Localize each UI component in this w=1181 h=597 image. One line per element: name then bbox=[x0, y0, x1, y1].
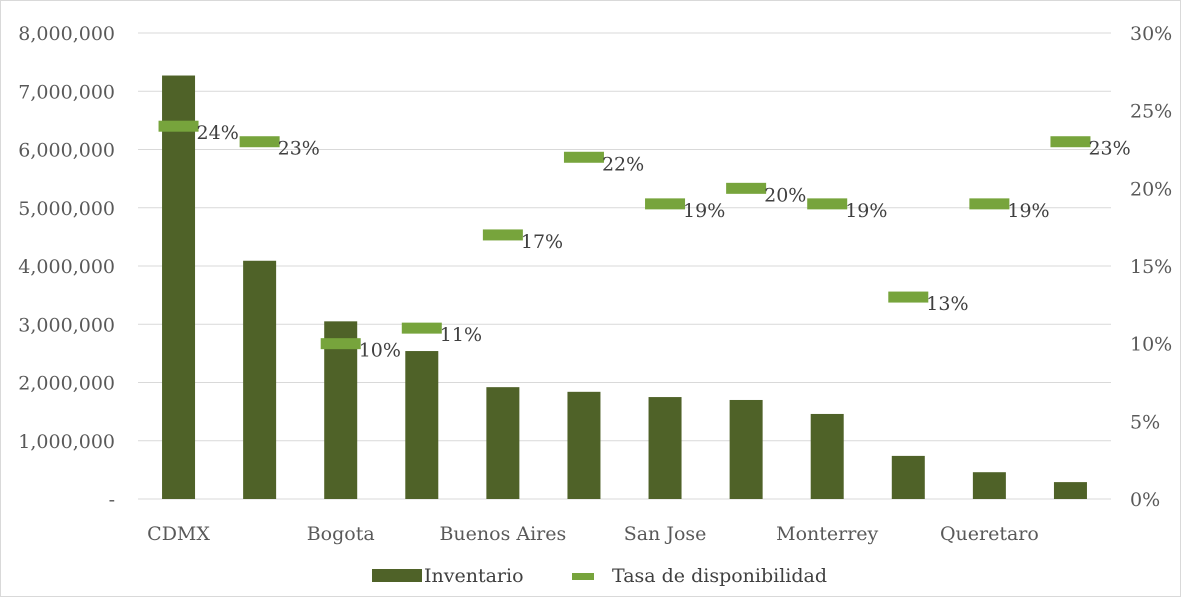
legend-swatch-inventario bbox=[372, 569, 422, 582]
x-tick-label: Bogota bbox=[307, 523, 375, 545]
x-tick-label: Queretaro bbox=[940, 523, 1039, 545]
secondary-y-axis: 0% 5% 10% 15% 20% 25% 30% bbox=[1130, 23, 1172, 511]
rate-data-label: 19% bbox=[845, 200, 887, 222]
legend: Inventario Tasa de disponibilidad bbox=[372, 565, 827, 587]
gridlines bbox=[138, 32, 1111, 500]
y-tick-label-left: 2,000,000 bbox=[18, 373, 115, 395]
rate-data-label: 20% bbox=[764, 184, 806, 206]
y-tick-label-left: 4,000,000 bbox=[18, 256, 115, 278]
y-tick-label-right: 25% bbox=[1130, 101, 1172, 123]
rate-marker bbox=[1050, 136, 1091, 148]
y-tick-label-left: 3,000,000 bbox=[18, 314, 115, 336]
rate-data-label: 19% bbox=[1007, 200, 1049, 222]
x-tick-label: CDMX bbox=[147, 523, 210, 545]
bar bbox=[1053, 482, 1087, 499]
y-tick-label-left: - bbox=[109, 489, 115, 511]
marker-series-tasa bbox=[158, 120, 1091, 350]
bar bbox=[810, 413, 844, 499]
legend-label-tasa: Tasa de disponibilidad bbox=[612, 565, 827, 587]
bar bbox=[567, 391, 601, 499]
x-axis: CDMX Bogota Buenos Aires San Jose Monterrey Q… bbox=[147, 523, 1039, 545]
y-tick-label-right: 20% bbox=[1130, 178, 1172, 200]
legend-swatch-tasa bbox=[572, 573, 594, 580]
rate-marker bbox=[969, 198, 1010, 210]
rate-data-label: 13% bbox=[926, 293, 968, 315]
rate-marker bbox=[726, 182, 767, 194]
rate-marker bbox=[401, 322, 442, 334]
primary-y-axis: - 1,000,000 2,000,000 3,000,000 4,000,000 5,0… bbox=[18, 23, 115, 511]
rate-data-label: 19% bbox=[683, 200, 725, 222]
y-tick-label-right: 30% bbox=[1130, 23, 1172, 45]
bar bbox=[486, 387, 520, 499]
data-labels: 24% 23% 10% 11% 17% 22% 19% 20% 19% 13% 19% 23% bbox=[197, 122, 1131, 361]
rate-marker bbox=[482, 229, 523, 241]
rate-marker bbox=[320, 338, 361, 350]
y-tick-label-right: 15% bbox=[1130, 256, 1172, 278]
x-tick-label: San Jose bbox=[624, 523, 707, 545]
bar bbox=[405, 351, 439, 499]
x-tick-label: Monterrey bbox=[776, 523, 878, 545]
y-tick-label-left: 7,000,000 bbox=[18, 81, 115, 103]
bar bbox=[324, 321, 358, 499]
bar bbox=[243, 260, 277, 499]
y-tick-label-right: 0% bbox=[1130, 489, 1160, 511]
y-tick-label-left: 5,000,000 bbox=[18, 198, 115, 220]
bar bbox=[972, 472, 1006, 499]
rate-marker bbox=[239, 136, 280, 148]
rate-marker bbox=[807, 198, 848, 210]
bar bbox=[891, 455, 925, 499]
x-tick-label: Buenos Aires bbox=[439, 523, 566, 545]
y-tick-label-left: 8,000,000 bbox=[18, 23, 115, 45]
y-tick-label-right: 5% bbox=[1130, 411, 1160, 433]
bar bbox=[729, 399, 763, 499]
rate-data-label: 17% bbox=[521, 231, 563, 253]
y-tick-label-right: 10% bbox=[1130, 334, 1172, 356]
rate-marker bbox=[888, 291, 929, 303]
y-tick-label-left: 1,000,000 bbox=[18, 431, 115, 453]
rate-marker bbox=[158, 120, 199, 132]
rate-marker bbox=[563, 151, 604, 163]
bar bbox=[162, 75, 196, 500]
rate-data-label: 23% bbox=[278, 138, 320, 160]
rate-data-label: 11% bbox=[440, 324, 482, 346]
bar-series-inventario bbox=[162, 75, 1087, 500]
legend-label-inventario: Inventario bbox=[424, 565, 524, 587]
rate-data-label: 23% bbox=[1088, 138, 1130, 160]
rate-data-label: 22% bbox=[602, 153, 644, 175]
rate-data-label: 10% bbox=[359, 340, 401, 362]
rate-data-label: 24% bbox=[197, 122, 239, 144]
rate-marker bbox=[645, 198, 686, 210]
y-tick-label-left: 6,000,000 bbox=[18, 140, 115, 162]
bar bbox=[648, 397, 682, 499]
